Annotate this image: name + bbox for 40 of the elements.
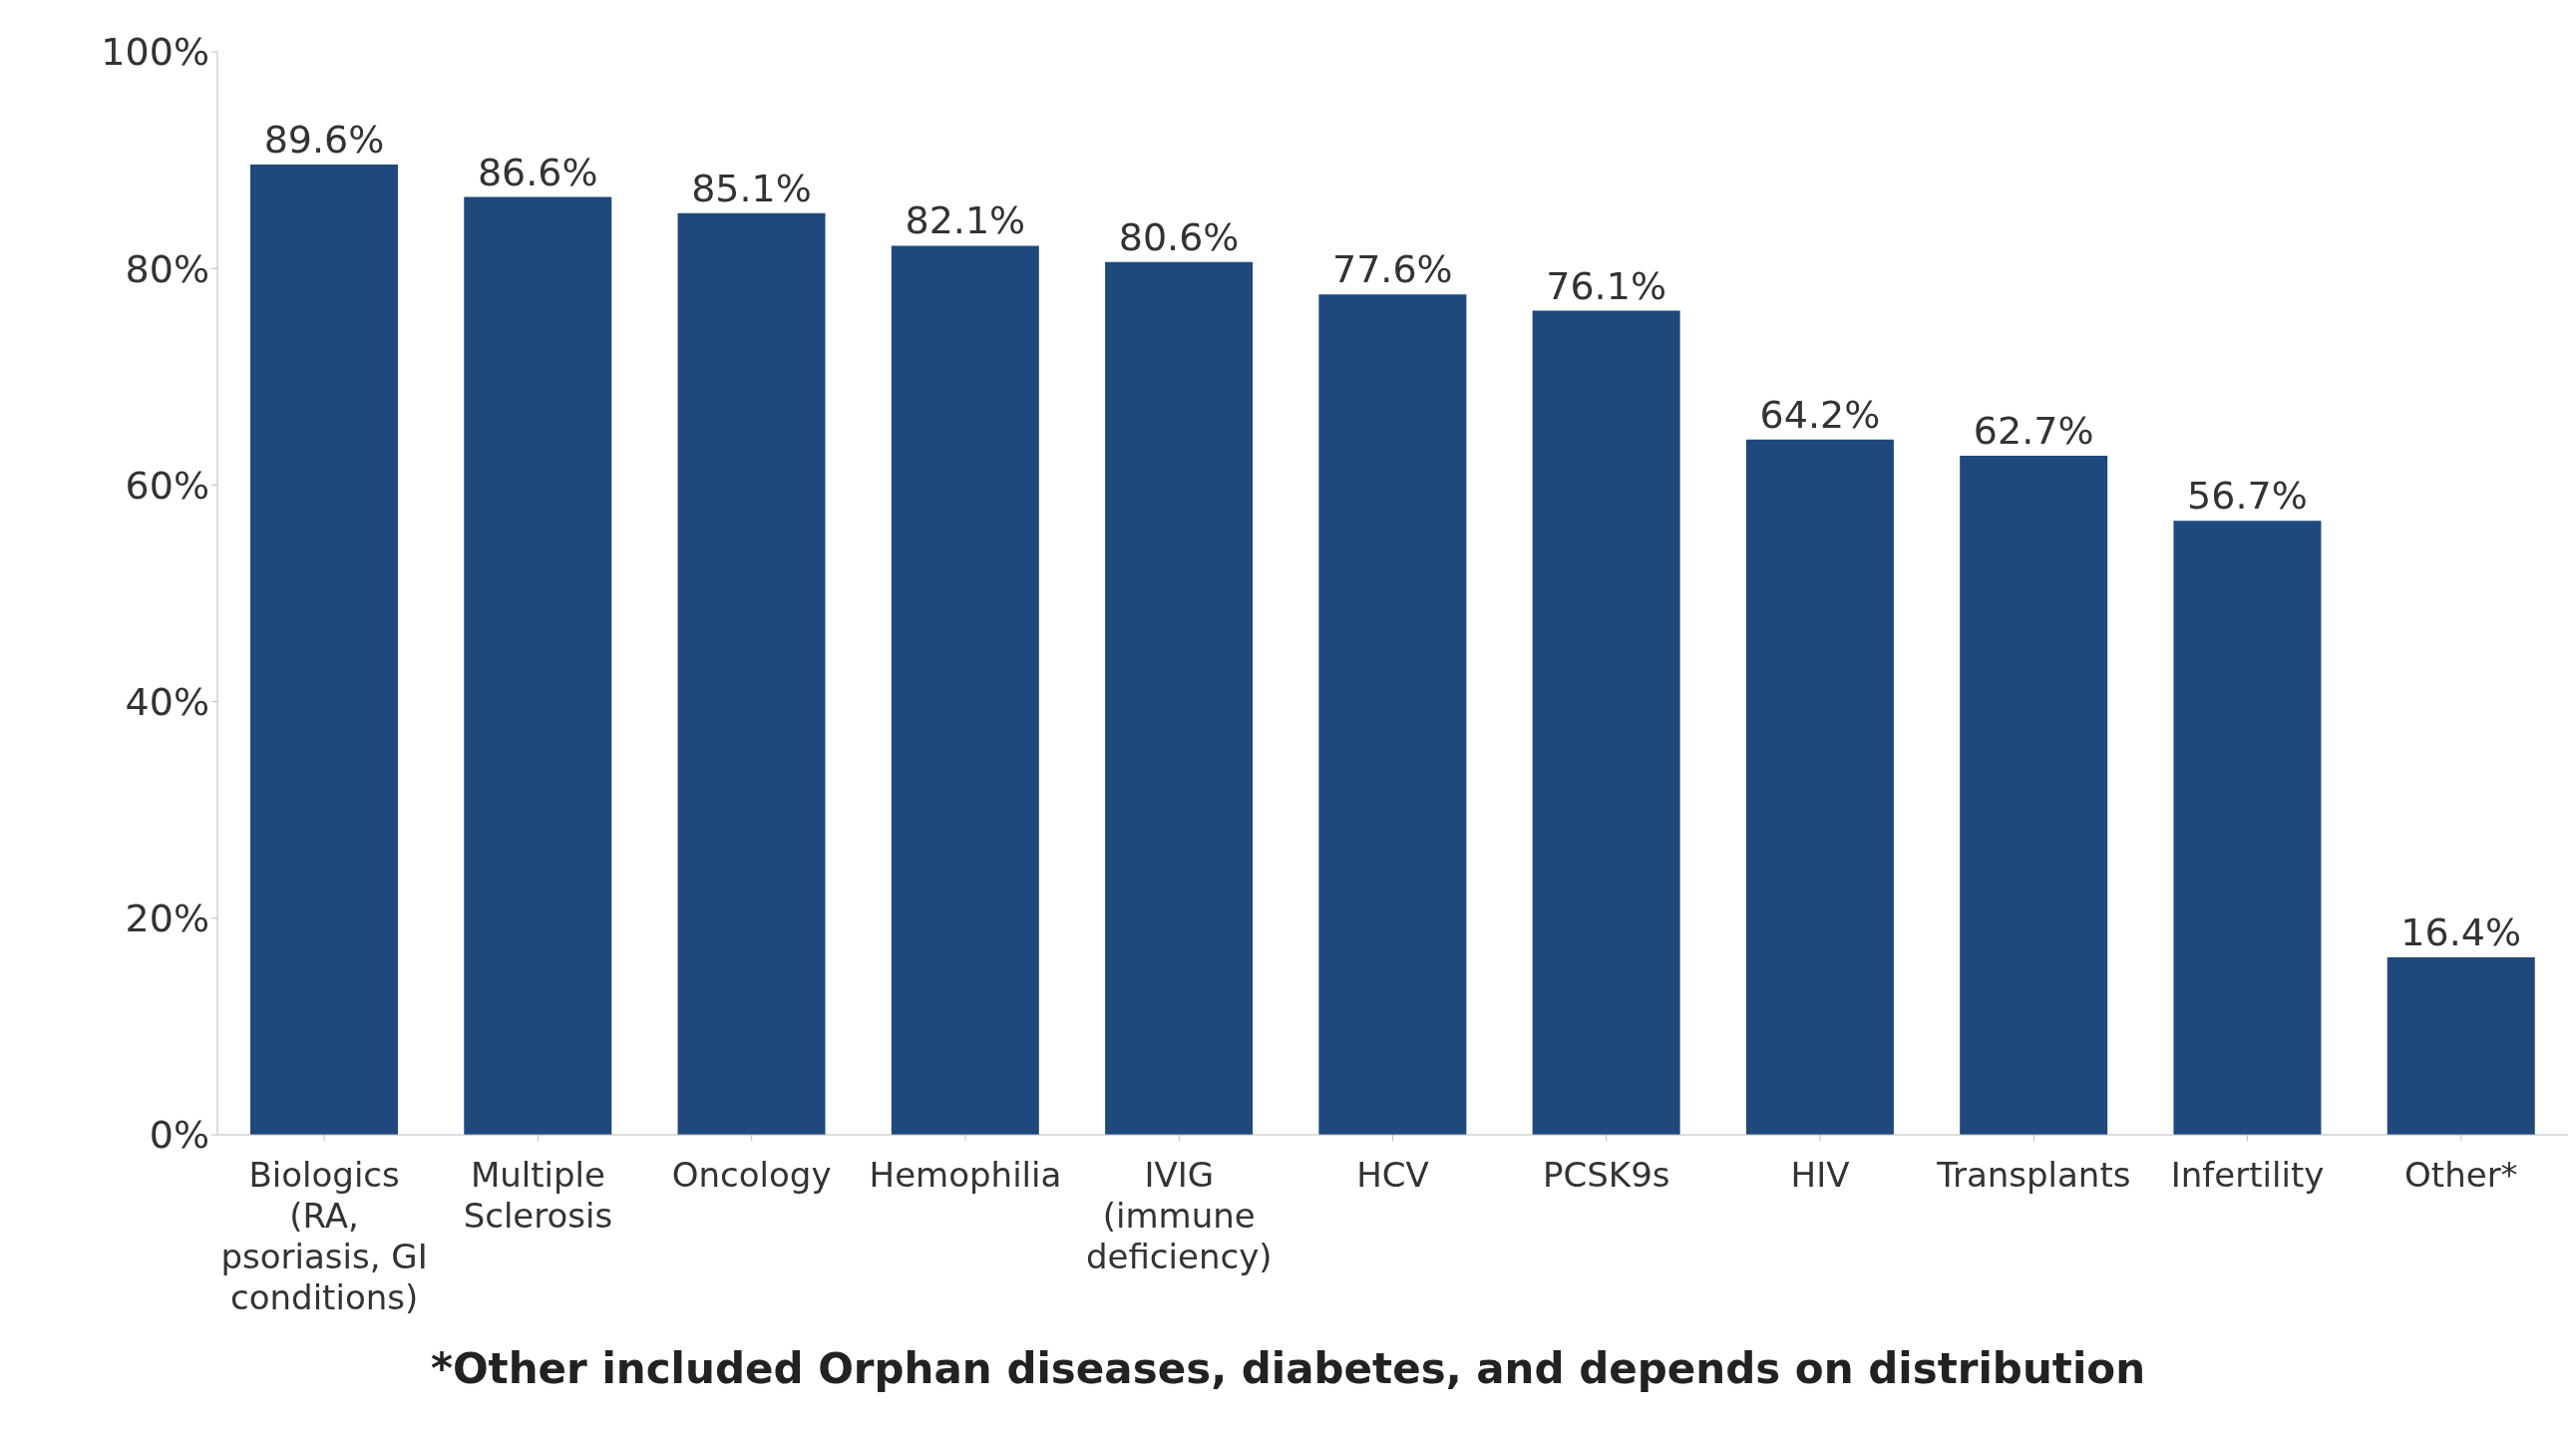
bar xyxy=(250,164,398,1135)
bar xyxy=(1318,294,1467,1135)
x-tick-label: HIV xyxy=(1790,1155,1850,1195)
x-tick-label: Multiple Sclerosis xyxy=(463,1155,613,1236)
bar xyxy=(2387,956,2535,1135)
y-tick-label: 40% xyxy=(125,680,209,725)
bar xyxy=(1532,310,1680,1135)
y-tick-label: 100% xyxy=(101,30,209,75)
data-label: 56.7% xyxy=(2187,474,2308,519)
x-tick-label: PCSK9s xyxy=(1543,1155,1670,1195)
bar xyxy=(1960,456,2108,1135)
bar xyxy=(2173,521,2322,1135)
x-tick-label: Hemophilia xyxy=(869,1155,1062,1195)
data-label: 64.2% xyxy=(1759,392,1881,437)
y-tick-label: 80% xyxy=(125,246,209,291)
text: *Other included Orphan diseases, diabetes, and depends on distribution xyxy=(429,1344,2147,1393)
data-label: 85.1% xyxy=(691,166,812,210)
data-label: 80.6% xyxy=(1118,214,1240,259)
bar xyxy=(891,245,1039,1135)
bar xyxy=(677,212,826,1135)
y-tick-label: 0% xyxy=(149,1113,209,1158)
x-tick-label: HCV xyxy=(1356,1155,1429,1195)
data-label: 62.7% xyxy=(1973,409,2094,454)
y-tick-label: 60% xyxy=(125,463,209,508)
data-label: 77.6% xyxy=(1332,247,1453,292)
data-label: 76.1% xyxy=(1546,263,1666,308)
x-tick-label: Transplants xyxy=(1936,1155,2131,1195)
y-tick-label: 20% xyxy=(125,897,209,941)
bar xyxy=(1745,439,1894,1135)
data-label: 82.1% xyxy=(905,198,1026,243)
data-label: 89.6% xyxy=(263,117,385,162)
x-tick-label: Infertility xyxy=(2170,1155,2325,1195)
x-tick-label: Oncology xyxy=(671,1155,832,1195)
x-tick-label: Biologics (RA, psoriasis, GI conditions) xyxy=(220,1155,428,1317)
bar xyxy=(464,196,612,1135)
x-tick-label: IVIG (immune deficiency) xyxy=(1085,1155,1273,1276)
data-label: 86.6% xyxy=(477,150,598,194)
x-tick-label: Other* xyxy=(2404,1155,2518,1195)
data-label: 16.4% xyxy=(2400,909,2522,954)
bar xyxy=(1105,261,1254,1135)
